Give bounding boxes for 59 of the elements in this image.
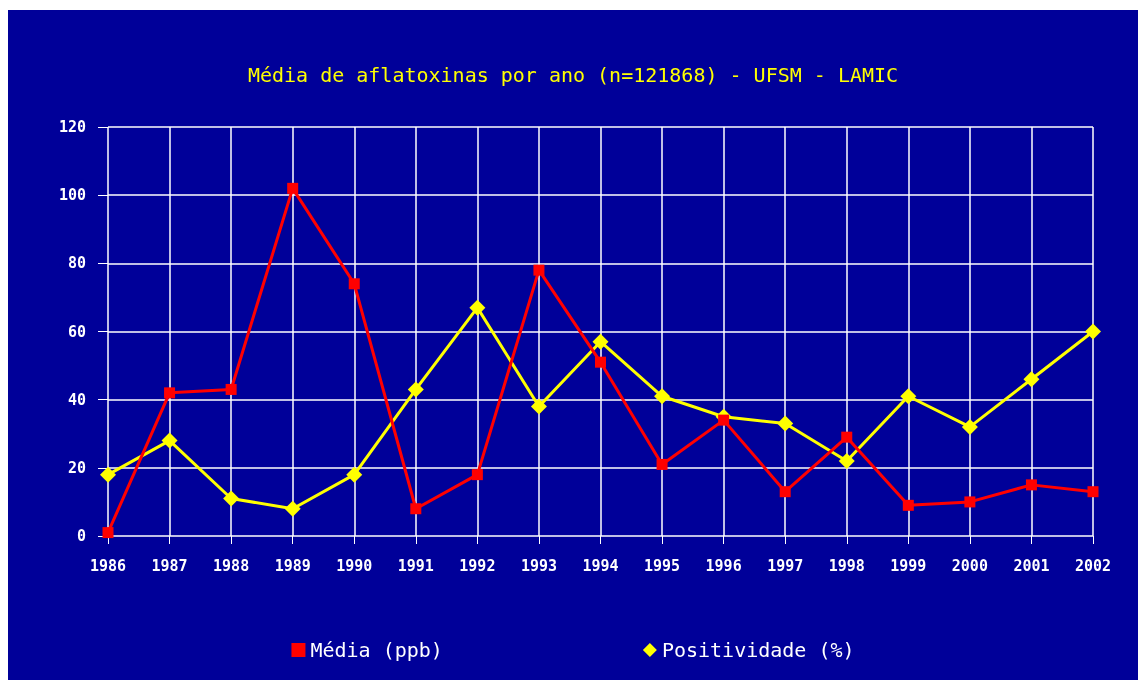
x-tick-label: 1998 <box>828 556 865 575</box>
point <box>1087 486 1099 498</box>
point <box>654 388 671 405</box>
x-tick-label: 1990 <box>336 556 373 575</box>
x-tick-label: 1986 <box>89 556 127 575</box>
x-tick-label: 1994 <box>582 556 619 575</box>
point <box>533 264 545 276</box>
y-tick-label: 100 <box>58 186 86 205</box>
x-tick-label: 2001 <box>1013 556 1050 575</box>
point <box>779 486 791 498</box>
point <box>469 299 486 316</box>
point <box>471 469 483 481</box>
point <box>777 415 794 432</box>
x-tick-label: 1988 <box>213 556 250 575</box>
point <box>225 383 237 395</box>
y-tick-label: 40 <box>67 390 86 409</box>
y-tick-label: 120 <box>58 118 86 136</box>
y-tick-label: 20 <box>67 458 86 477</box>
x-tick-label: 1993 <box>520 556 557 575</box>
point <box>656 458 668 470</box>
x-tick-label: 1997 <box>767 556 804 575</box>
point <box>223 490 240 507</box>
legend-label: Positividade (%) <box>661 638 855 662</box>
y-tick-label: 60 <box>67 322 86 341</box>
point <box>592 333 609 350</box>
x-tick-label: 1991 <box>397 556 434 575</box>
point <box>900 388 917 405</box>
point <box>284 500 301 517</box>
point <box>841 431 853 443</box>
x-tick-label: 2000 <box>951 556 988 575</box>
point <box>1023 371 1040 388</box>
legend-label: Média (ppb) <box>310 638 443 662</box>
point <box>287 182 299 194</box>
point <box>410 503 422 515</box>
x-tick-label: 1992 <box>459 556 496 575</box>
point <box>595 356 606 368</box>
x-tick-label: 1996 <box>705 556 742 575</box>
point <box>164 387 176 399</box>
point <box>1085 323 1101 340</box>
x-tick-label: 1995 <box>644 556 681 575</box>
point <box>102 527 114 539</box>
point <box>718 414 730 426</box>
point <box>407 381 424 398</box>
point <box>348 278 360 290</box>
x-tick-label: 1989 <box>274 556 311 575</box>
point <box>964 496 976 508</box>
chart-title: Média de aflatoxinas por ano (n=121868) - UFSM - LAMIC <box>247 63 899 87</box>
x-tick-label: 1999 <box>890 556 927 575</box>
point <box>902 499 914 511</box>
point <box>838 453 855 470</box>
point <box>346 466 363 483</box>
y-tick-label: 80 <box>67 254 86 273</box>
x-tick-label: 1987 <box>151 556 188 575</box>
point <box>530 398 547 415</box>
point <box>961 418 978 435</box>
x-tick-label: 2002 <box>1074 556 1112 575</box>
y-tick-label: 0 <box>76 527 86 545</box>
point <box>161 432 178 449</box>
point <box>1025 479 1037 491</box>
